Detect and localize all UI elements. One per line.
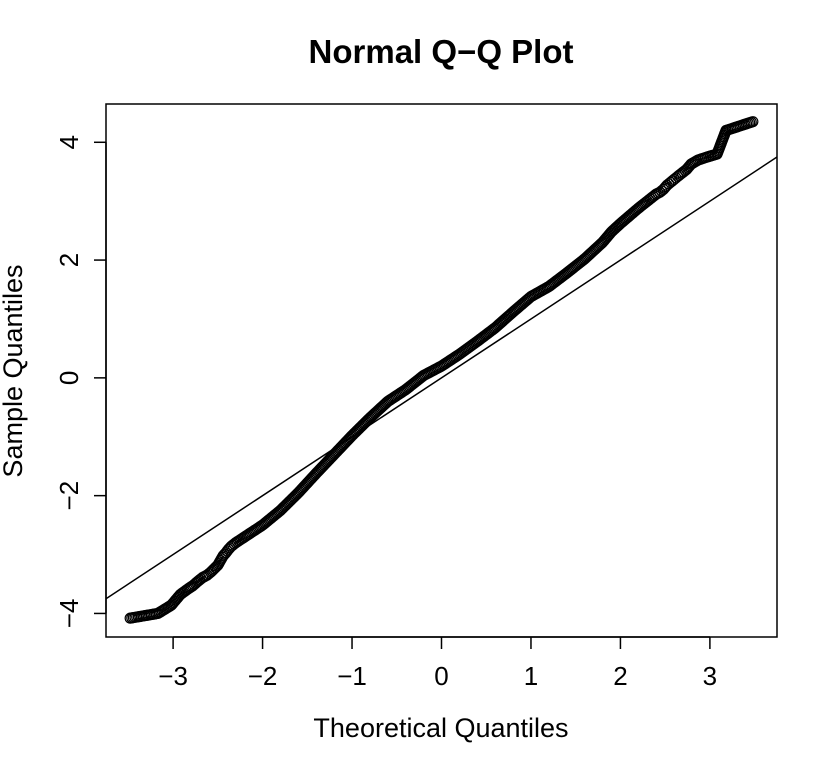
x-tick-label: −2 xyxy=(248,661,278,691)
plot-area xyxy=(106,116,777,624)
y-tick-label: 4 xyxy=(54,135,84,149)
x-tick-label: 2 xyxy=(613,661,627,691)
x-tick-label: 1 xyxy=(524,661,538,691)
y-tick-label: −2 xyxy=(54,481,84,511)
y-tick-label: −4 xyxy=(54,599,84,629)
y-axis-label: Sample Quantiles xyxy=(0,264,28,477)
reference-line xyxy=(106,156,777,600)
y-tick-label: 0 xyxy=(54,371,84,385)
y-tick-label: 2 xyxy=(54,253,84,267)
chart-title: Normal Q−Q Plot xyxy=(309,33,574,70)
y-axis: −4 −2 0 2 4 xyxy=(54,135,107,629)
x-tick-label: 3 xyxy=(703,661,717,691)
data-point xyxy=(658,182,671,194)
x-tick-label: 0 xyxy=(434,661,448,691)
data-point xyxy=(747,116,759,128)
x-axis-label: Theoretical Quantiles xyxy=(313,713,568,743)
x-tick-label: −3 xyxy=(158,661,188,691)
x-tick-label: −1 xyxy=(337,661,367,691)
x-axis: −3 −2 −1 0 1 2 3 xyxy=(158,636,717,691)
